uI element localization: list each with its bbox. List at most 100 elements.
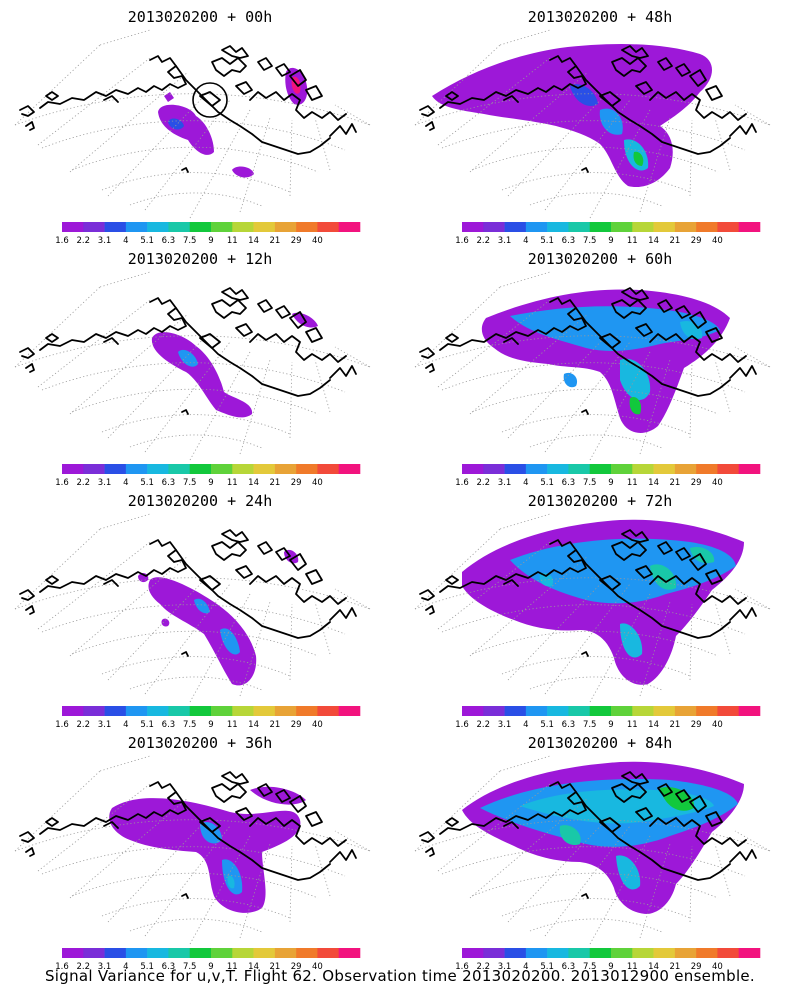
colorbar-segment bbox=[589, 706, 612, 716]
colorbar-tick-label: 2.2 bbox=[77, 236, 91, 246]
colorbar-tick-label: 6.3 bbox=[562, 720, 576, 730]
map-panel: 2013020200 + 00h 1.6 2.2 3.1 4 5.1 6.3 7.5 9 11 14… bbox=[14, 8, 371, 246]
colorbar-tick-label: 21 bbox=[669, 962, 680, 972]
colorbar-tick-label: 4 bbox=[523, 478, 528, 488]
colorbar-tick-label: 2.2 bbox=[77, 478, 91, 488]
colorbar-segment bbox=[674, 464, 697, 474]
variance-contour-fill bbox=[510, 538, 736, 604]
colorbar-tick-label: 7.5 bbox=[583, 236, 597, 246]
colorbar-tick-label: 21 bbox=[669, 236, 680, 246]
colorbar-tick-label: 14 bbox=[248, 236, 259, 246]
colorbar-tick-label: 3.1 bbox=[98, 478, 112, 488]
colorbar-tick-label: 6.3 bbox=[562, 478, 576, 488]
colorbar-segment bbox=[296, 464, 318, 474]
colorbar-tick-label: 21 bbox=[269, 236, 280, 246]
colorbar-tick-label: 1.6 bbox=[55, 720, 69, 730]
colorbar-segment bbox=[525, 948, 548, 958]
colorbar-tick-label: 11 bbox=[627, 962, 638, 972]
colorbar-tick-label: 11 bbox=[227, 478, 238, 488]
colorbar-segment bbox=[717, 464, 740, 474]
colorbar-tick-label: 6.3 bbox=[162, 962, 176, 972]
map-area bbox=[14, 29, 371, 219]
colorbar-tick-label: 21 bbox=[269, 720, 280, 730]
variance-contour-fill bbox=[151, 332, 253, 418]
colorbar-tick-label: 7.5 bbox=[583, 478, 597, 488]
colorbar-segment bbox=[168, 948, 191, 958]
colorbar-segment bbox=[83, 948, 105, 958]
colorbar-tick-label: 7.5 bbox=[183, 236, 197, 246]
colorbar-tick-label: 4 bbox=[523, 962, 528, 972]
colorbar-tick-label: 9 bbox=[208, 962, 213, 972]
colorbar-tick-label: 11 bbox=[627, 236, 638, 246]
panel-title: 2013020200 + 72h bbox=[528, 492, 673, 510]
colorbar-tick-label: 4 bbox=[123, 720, 128, 730]
colorbar-segment bbox=[589, 222, 612, 232]
colorbar-tick-label: 29 bbox=[291, 478, 302, 488]
panel-title: 2013020200 + 00h bbox=[128, 8, 273, 26]
colorbar-segment bbox=[568, 464, 591, 474]
colorbar-tick-label: 29 bbox=[291, 962, 302, 972]
colorbar-segment bbox=[125, 222, 148, 232]
colorbar-tick-label: 29 bbox=[691, 720, 702, 730]
colorbar-tick-label: 11 bbox=[227, 720, 238, 730]
colorbar-segment bbox=[504, 948, 527, 958]
panels-grid: 2013020200 + 00h 1.6 2.2 3.1 4 5.1 6.3 7.5 9 11 14… bbox=[14, 8, 771, 972]
colorbar-tick-label: 40 bbox=[712, 720, 723, 730]
colorbar-tick-label: 2.2 bbox=[77, 720, 91, 730]
north-pole-circle bbox=[192, 82, 228, 118]
colorbar-segment bbox=[462, 948, 484, 958]
colorbar-tick-label: 1.6 bbox=[55, 236, 69, 246]
variance-contour-fill bbox=[629, 396, 642, 415]
colorbar-tick-label: 9 bbox=[608, 478, 613, 488]
colorbar-tick-label: 6.3 bbox=[162, 720, 176, 730]
colorbar-tick-label: 3.1 bbox=[498, 478, 512, 488]
colorbar-segment bbox=[274, 948, 297, 958]
colorbar-tick-label: 5.1 bbox=[540, 720, 554, 730]
colorbar-tick-label: 3.1 bbox=[498, 720, 512, 730]
colorbar-tick-label: 2.2 bbox=[477, 478, 491, 488]
variance-contour-fill bbox=[633, 151, 644, 166]
colorbar-tick-label: 7.5 bbox=[183, 962, 197, 972]
colorbar-tick-label: 11 bbox=[627, 720, 638, 730]
map-area bbox=[414, 29, 771, 219]
variance-contour-fill bbox=[232, 166, 254, 178]
colorbar-tick-label: 21 bbox=[269, 962, 280, 972]
map-area bbox=[14, 271, 371, 461]
colorbar-segment bbox=[611, 948, 633, 958]
colorbar-segment bbox=[168, 706, 191, 716]
colorbar-tick-label: 3.1 bbox=[98, 720, 112, 730]
colorbar-segment bbox=[504, 464, 527, 474]
variance-contour-fill bbox=[161, 618, 170, 627]
panel-title: 2013020200 + 60h bbox=[528, 250, 673, 268]
colorbar-segment bbox=[189, 464, 212, 474]
colorbar-segment bbox=[232, 464, 254, 474]
colorbar-segment bbox=[653, 464, 676, 474]
colorbar-segment bbox=[674, 706, 697, 716]
colorbar-segment bbox=[632, 222, 654, 232]
colorbar-segment bbox=[83, 222, 105, 232]
colorbar-segment bbox=[674, 222, 697, 232]
colorbar-segment bbox=[125, 464, 148, 474]
colorbar-segment bbox=[317, 706, 340, 716]
colorbar-tick-label: 40 bbox=[712, 962, 723, 972]
colorbar-tick-label: 6.3 bbox=[162, 236, 176, 246]
map-panel: 2013020200 + 60h 1.6 2.2 3.1 4 5.1 6.3 7.5 9 11 14… bbox=[414, 250, 771, 488]
colorbar-tick-label: 40 bbox=[712, 478, 723, 488]
colorbar-tick-label: 4 bbox=[523, 720, 528, 730]
colorbar-segment bbox=[232, 948, 254, 958]
variance-contour-fill bbox=[158, 104, 214, 155]
colorbar-segment bbox=[696, 222, 718, 232]
colorbar-segment bbox=[125, 948, 148, 958]
colorbar-tick-label: 7.5 bbox=[183, 720, 197, 730]
colorbar-tick-label: 29 bbox=[291, 236, 302, 246]
colorbar-segment bbox=[696, 948, 718, 958]
colorbar-segment bbox=[274, 464, 297, 474]
colorbar-segment bbox=[632, 948, 654, 958]
colorbar-segment bbox=[717, 948, 740, 958]
colorbar-tick-label: 2.2 bbox=[77, 962, 91, 972]
colorbar-segment bbox=[696, 464, 718, 474]
colorbar-tick-label: 1.6 bbox=[455, 720, 469, 730]
colorbar-segment bbox=[296, 222, 318, 232]
colorbar-segment bbox=[253, 464, 276, 474]
